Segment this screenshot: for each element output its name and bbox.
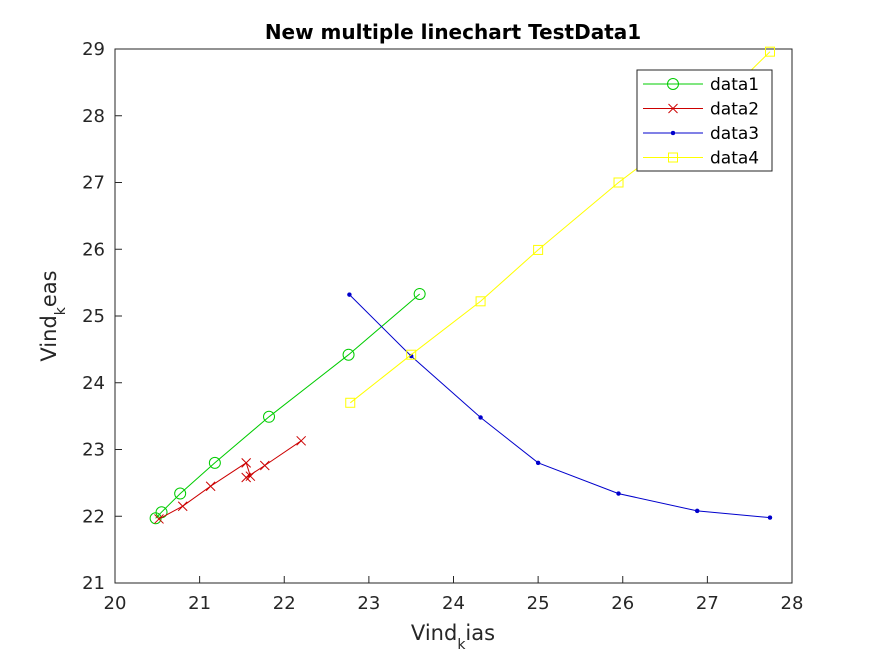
legend-box xyxy=(636,69,773,172)
x-marker-stroke xyxy=(241,472,252,483)
x-tick-label: 21 xyxy=(188,593,211,614)
circle-marker xyxy=(263,410,276,423)
y-tick-label: 27 xyxy=(82,173,105,194)
series-line-data1 xyxy=(155,293,421,519)
y-tick-label: 21 xyxy=(82,573,105,594)
y-tick-label: 23 xyxy=(82,440,105,461)
series-data1 xyxy=(149,287,426,525)
y-tick-label: 24 xyxy=(82,373,105,394)
x-axis-label-tail: ias xyxy=(465,621,495,645)
circle-marker xyxy=(667,78,679,90)
legend-entry-data2: data2 xyxy=(643,100,759,120)
x-marker xyxy=(241,472,252,483)
legend-entry-data4: data4 xyxy=(643,149,759,169)
series-line-data2 xyxy=(158,440,302,520)
square-marker xyxy=(406,349,417,360)
legend-label: data1 xyxy=(710,75,759,95)
legend-entries: data1 data2 data3 data4 xyxy=(643,75,759,169)
x-marker-stroke xyxy=(205,481,216,492)
x-tick-label: 27 xyxy=(696,593,719,614)
x-axis-label-subscript: k xyxy=(457,637,466,653)
x-marker-stroke xyxy=(177,501,188,512)
circle-marker xyxy=(208,456,221,469)
x-marker xyxy=(296,435,307,446)
series-data2 xyxy=(154,435,307,524)
chart-title: New multiple linechart TestData1 xyxy=(265,20,641,44)
x-tick-label: 26 xyxy=(611,593,634,614)
legend-entry-data1: data1 xyxy=(643,75,759,95)
x-marker xyxy=(259,460,270,471)
dot-marker xyxy=(670,130,676,136)
y-axis-label: Vindkeas xyxy=(37,270,69,361)
dot-marker xyxy=(347,292,352,297)
y-tick-label: 26 xyxy=(82,239,105,260)
x-marker xyxy=(154,514,164,524)
legend-label: data4 xyxy=(710,149,759,169)
x-tick-label: 28 xyxy=(781,593,804,614)
circle-marker xyxy=(342,348,355,361)
y-axis-label-subscript: k xyxy=(53,306,69,315)
circle-marker xyxy=(174,487,187,500)
x-marker-stroke xyxy=(668,103,678,114)
x-tick-label: 22 xyxy=(273,593,296,614)
x-axis-ticks: 20 21 22 23 24 25 26 27 28 xyxy=(104,576,804,614)
x-tick-label: 20 xyxy=(104,593,127,614)
x-marker xyxy=(241,457,252,468)
legend-entry-data3: data3 xyxy=(643,124,759,144)
square-marker xyxy=(345,397,356,408)
y-tick-label: 22 xyxy=(82,506,105,527)
legend-label: data2 xyxy=(710,100,759,120)
dot-marker xyxy=(694,508,700,514)
x-tick-label: 23 xyxy=(357,593,380,614)
y-axis-label-main: Vind xyxy=(37,315,61,361)
square-marker xyxy=(668,152,678,163)
dot-marker xyxy=(616,491,621,496)
y-tick-label: 25 xyxy=(82,306,105,327)
x-axis-label-main: Vind xyxy=(411,621,457,645)
square-marker xyxy=(475,296,486,307)
x-tick-label: 24 xyxy=(442,593,465,614)
square-marker xyxy=(533,244,544,255)
legend: data1 data2 data3 data4 xyxy=(636,69,773,172)
circle-marker xyxy=(413,287,426,300)
dot-marker xyxy=(478,415,483,420)
x-marker-stroke xyxy=(259,460,270,471)
x-axis-label: Vindkias xyxy=(411,621,495,653)
x-marker xyxy=(205,481,216,492)
y-axis-ticks: 21 22 23 24 25 26 27 28 29 xyxy=(82,39,122,594)
y-axis-label-tail: eas xyxy=(37,270,61,307)
series-layer xyxy=(149,46,775,525)
x-marker-stroke xyxy=(296,435,307,446)
y-tick-label: 29 xyxy=(82,39,105,60)
square-marker xyxy=(764,46,775,57)
series-data3 xyxy=(347,292,773,520)
square-marker xyxy=(613,177,624,188)
dot-marker xyxy=(767,515,773,520)
y-tick-label: 28 xyxy=(82,106,105,127)
x-marker xyxy=(668,103,678,114)
legend-label: data3 xyxy=(710,124,759,144)
x-tick-label: 25 xyxy=(527,593,550,614)
x-marker-stroke xyxy=(241,457,252,468)
dot-marker xyxy=(535,460,541,466)
x-marker-stroke xyxy=(154,514,164,524)
x-marker xyxy=(177,501,188,512)
